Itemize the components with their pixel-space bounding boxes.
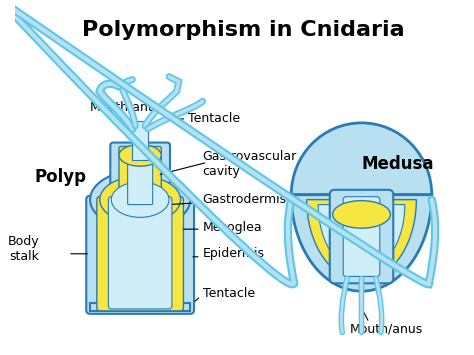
FancyBboxPatch shape — [86, 196, 194, 314]
FancyBboxPatch shape — [119, 147, 161, 206]
Text: Polymorphism in Cnidaria: Polymorphism in Cnidaria — [82, 21, 404, 40]
Text: Mesoglea: Mesoglea — [203, 221, 262, 234]
Text: Tentacle: Tentacle — [203, 286, 255, 300]
Ellipse shape — [100, 176, 181, 223]
Ellipse shape — [119, 144, 161, 166]
Text: Gastrovascular
cavity: Gastrovascular cavity — [203, 151, 297, 179]
Text: Mouth/anus: Mouth/anus — [90, 100, 164, 113]
Ellipse shape — [333, 201, 391, 228]
Text: Medusa: Medusa — [361, 155, 434, 173]
FancyBboxPatch shape — [97, 197, 183, 311]
Text: Epidermis: Epidermis — [203, 247, 264, 260]
FancyBboxPatch shape — [128, 152, 153, 204]
Text: Polyp: Polyp — [34, 168, 86, 186]
FancyBboxPatch shape — [330, 190, 393, 283]
FancyBboxPatch shape — [343, 197, 380, 277]
Ellipse shape — [111, 182, 169, 217]
FancyBboxPatch shape — [109, 197, 172, 309]
Bar — [132, 121, 148, 160]
Bar — [90, 303, 190, 311]
FancyBboxPatch shape — [110, 143, 170, 208]
PathPatch shape — [318, 204, 405, 272]
PathPatch shape — [291, 195, 432, 291]
PathPatch shape — [307, 200, 416, 280]
Text: Gastrodermis: Gastrodermis — [203, 193, 287, 206]
Text: Body
stalk: Body stalk — [8, 235, 39, 263]
Text: Mouth/anus: Mouth/anus — [350, 323, 423, 336]
Ellipse shape — [90, 170, 190, 229]
Wedge shape — [291, 123, 432, 195]
Text: Tentacle: Tentacle — [188, 113, 240, 125]
